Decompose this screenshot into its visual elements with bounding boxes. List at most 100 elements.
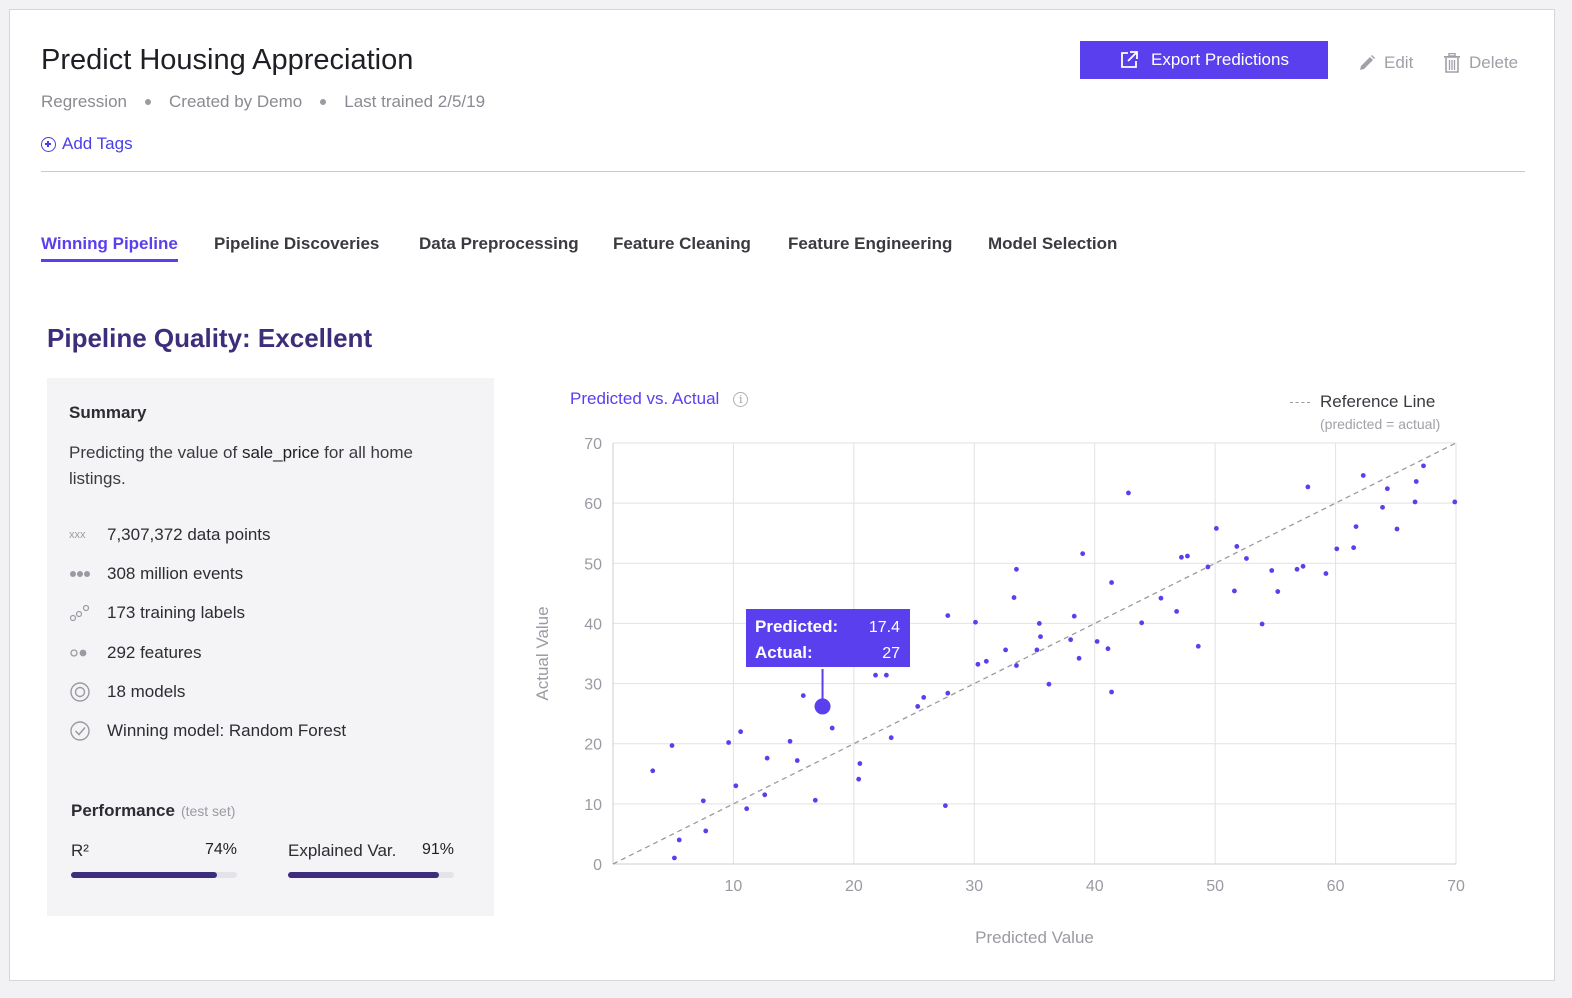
data-point	[1353, 524, 1359, 529]
x-tick-label: 40	[1086, 878, 1104, 895]
performance-heading: Performance (test set)	[71, 801, 235, 821]
tooltip-actual-label: Actual:	[755, 643, 813, 662]
data-point	[1080, 551, 1086, 557]
data-point	[1360, 473, 1366, 478]
delete-button[interactable]: Delete	[1443, 53, 1518, 73]
data-point	[1174, 609, 1180, 614]
scatter-plot: 10 20 30 40 50 60 70 0 10 20 30 40 50 60 70 Predicted V…	[533, 436, 1465, 947]
models-icon	[69, 682, 93, 702]
legend-sub: (predicted = actual)	[1320, 416, 1441, 432]
add-tags-link[interactable]: Add Tags	[41, 134, 133, 154]
data-point	[945, 613, 951, 619]
data-point	[1394, 526, 1400, 532]
trash-icon	[1444, 53, 1460, 73]
data-point	[1014, 663, 1019, 668]
page-title: Predict Housing Appreciation	[41, 44, 414, 76]
predicted-vs-actual-chart: Predicted vs. Actual i Reference Line (p…	[510, 375, 1550, 955]
x-tick-label: 50	[1206, 878, 1224, 895]
performance-title: Performance	[71, 801, 175, 820]
stat-label: 308 million events	[107, 564, 244, 583]
data-point	[1071, 613, 1077, 619]
desc-prefix: Predicting the value of	[69, 443, 242, 462]
tab-pipeline-discoveries[interactable]: Pipeline Discoveries	[214, 234, 380, 253]
tab-feature-cleaning[interactable]: Feature Cleaning	[613, 234, 751, 253]
external-link-icon	[1121, 51, 1138, 68]
chart-title: Predicted vs. Actual i	[570, 389, 749, 409]
check-circle-icon	[69, 721, 93, 741]
data-point	[1195, 643, 1201, 649]
events-icon	[69, 564, 93, 584]
data-point	[1351, 545, 1357, 551]
data-point	[726, 740, 732, 745]
data-point	[764, 755, 770, 761]
data-point	[794, 758, 800, 763]
data-point	[829, 725, 835, 731]
delete-label: Delete	[1469, 53, 1519, 72]
stat-features: 292 features	[69, 643, 202, 663]
data-point	[1126, 490, 1131, 496]
tab-winning-pipeline[interactable]: Winning Pipeline	[41, 234, 178, 262]
data-point	[744, 806, 750, 812]
header-divider	[41, 171, 1525, 172]
tooltip-box	[746, 609, 910, 667]
features-icon	[69, 643, 93, 663]
data-point	[942, 803, 948, 809]
export-label: Export Predictions	[1151, 50, 1289, 69]
y-tick-label: 30	[584, 677, 602, 694]
data-point	[1384, 486, 1390, 492]
x-tick-label: 30	[965, 878, 983, 895]
meta-type: Regression	[41, 92, 127, 111]
stat-label: 173 training labels	[107, 603, 245, 622]
tooltip-predicted-label: Predicted:	[755, 617, 838, 636]
app-frame: Predict Housing Appreciation Regression …	[9, 9, 1555, 981]
separator-dot	[320, 99, 327, 105]
legend-label: Reference Line	[1320, 392, 1436, 411]
x-tick-label: 60	[1327, 878, 1345, 895]
data-point	[703, 828, 709, 834]
stat-training-labels: 173 training labels	[69, 603, 245, 623]
data-point	[915, 704, 921, 709]
separator-dot	[145, 99, 151, 105]
meta-trained: Last trained 2/5/19	[344, 92, 486, 111]
data-point	[1413, 479, 1419, 484]
data-point	[1185, 553, 1190, 559]
data-point	[1139, 620, 1145, 626]
data-point	[1076, 655, 1082, 661]
metric-bar	[71, 872, 237, 878]
data-point	[700, 798, 706, 804]
data-point	[733, 783, 739, 789]
data-point	[787, 738, 793, 744]
highlighted-point[interactable]	[814, 698, 831, 715]
data-point	[883, 672, 889, 678]
data-point	[1323, 571, 1329, 576]
export-predictions-button[interactable]: Export Predictions	[1080, 41, 1328, 79]
stat-label: 292 features	[107, 643, 202, 662]
tab-data-preprocessing[interactable]: Data Preprocessing	[419, 234, 579, 253]
data-point	[945, 690, 951, 696]
tab-model-selection[interactable]: Model Selection	[988, 234, 1118, 253]
data-point	[1179, 554, 1184, 560]
data-point	[983, 658, 989, 664]
tab-feature-engineering[interactable]: Feature Engineering	[788, 234, 953, 253]
tooltip-predicted-value: 17.4	[869, 619, 900, 636]
info-icon[interactable]: i	[733, 391, 749, 407]
stat-models: 18 models	[69, 682, 185, 702]
edit-button[interactable]: Edit	[1358, 53, 1413, 73]
metric-value: 91%	[421, 841, 454, 858]
x-tick-label: 20	[845, 878, 863, 895]
chart-title-label: Predicted vs. Actual	[570, 389, 720, 408]
tooltip-actual-value: 27	[882, 645, 900, 662]
data-point	[1068, 637, 1074, 643]
stat-events: 308 million events	[69, 564, 243, 584]
metric-bar-fill	[288, 872, 440, 878]
data-point	[1046, 681, 1052, 687]
chart-legend: Reference Line (predicted = actual)	[1290, 392, 1440, 432]
data-points-icon: xxx	[69, 525, 93, 545]
data-point	[1034, 647, 1040, 653]
data-point	[1334, 546, 1340, 552]
y-tick-label: 20	[584, 737, 602, 754]
data-point	[1275, 589, 1281, 594]
data-point	[1213, 526, 1219, 531]
plus-circle-icon	[41, 136, 56, 152]
data-point	[973, 619, 978, 625]
